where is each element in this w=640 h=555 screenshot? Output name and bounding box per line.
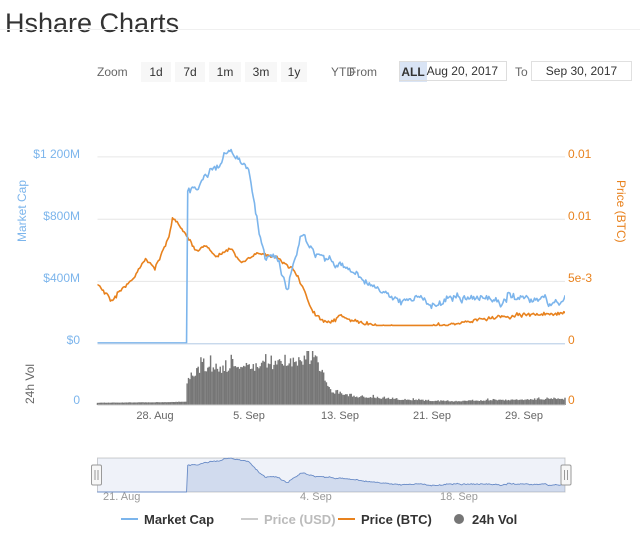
svg-text:4. Sep: 4. Sep xyxy=(300,491,332,503)
svg-text:21. Aug: 21. Aug xyxy=(103,491,140,503)
svg-text:18. Sep: 18. Sep xyxy=(440,491,478,503)
